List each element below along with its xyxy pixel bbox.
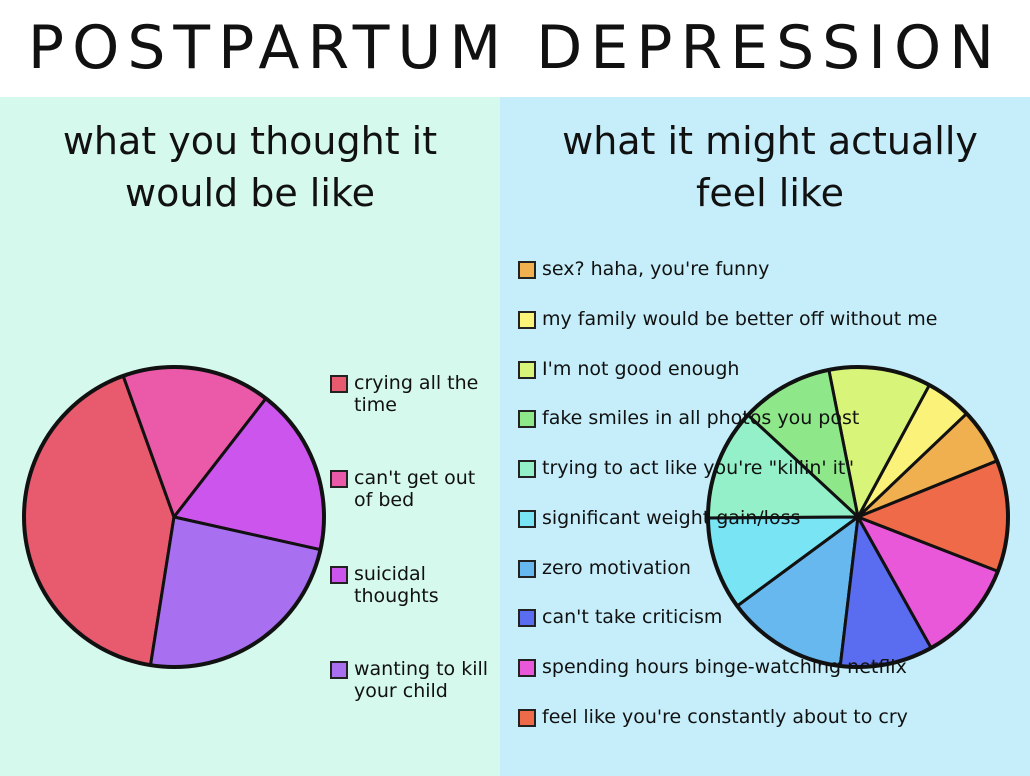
pie-outline [22,365,326,669]
subtitle: what it might actually feel like [562,119,978,215]
legend-label: feel like you're constantly about to cry [542,705,908,728]
legend-item: suicidal thoughts [330,563,495,607]
legend-item: wanting to kill your child [330,658,495,702]
legend-swatch [518,609,536,628]
title: POSTPARTUM DEPRESSION [0,0,1030,97]
legend-item: zero motivation [518,557,1018,579]
legend-item: sex? haha, you're funny [518,258,1018,280]
legend-label: can't take criticism [542,606,723,629]
subtitle: what you thought it would be like [62,119,438,215]
legend: crying all the time can't get out of bed s… [330,372,495,702]
legend-label: I'm not good enough [542,357,740,380]
legend-swatch [518,310,536,329]
legend-swatch [518,410,536,429]
legend-swatch [330,565,348,584]
legend-swatch [518,559,536,578]
legend-item: significant weight gain/loss [518,507,1018,529]
legend-swatch [330,375,348,393]
legend-item: I'm not good enough [518,358,1018,380]
legend-swatch [518,360,536,379]
legend-item: trying to act like you're "killin' it" [518,457,1018,479]
legend-label: trying to act like you're "killin' it" [542,457,855,480]
legend-label: sex? haha, you're funny [542,258,770,280]
legend-label: zero motivation [542,556,691,579]
legend-label: fake smiles in all photos you post [542,407,860,430]
legend-label: significant weight gain/loss [542,506,801,529]
legend-label: wanting to kill your child [354,657,489,702]
legend-label: suicidal thoughts [354,562,439,607]
legend-item: my family would be better off without me [518,308,1018,330]
legend-label: my family would be better off without me [542,307,938,330]
pie-outline [706,365,1010,669]
legend-swatch [330,660,348,679]
legend-item: crying all the time [330,372,495,416]
legend-label: crying all the time [354,372,479,416]
legend-label: spending hours binge-watching netflix [542,656,907,679]
legend-item: feel like you're constantly about to cry [518,706,1018,728]
legend: sex? haha, you're funny my family would b… [518,258,1018,728]
legend-swatch [518,708,536,727]
legend-swatch [518,659,536,678]
legend-label: can't get out of bed [354,467,476,512]
legend-swatch [518,261,536,279]
legend-item: fake smiles in all photos you post [518,407,1018,429]
legend-swatch [518,460,536,479]
legend-item: spending hours binge-watching netflix [518,656,1018,678]
legend-item: can't get out of bed [330,467,495,511]
legend-swatch [330,470,348,489]
legend-item: can't take criticism [518,606,1018,628]
legend-swatch [518,509,536,528]
